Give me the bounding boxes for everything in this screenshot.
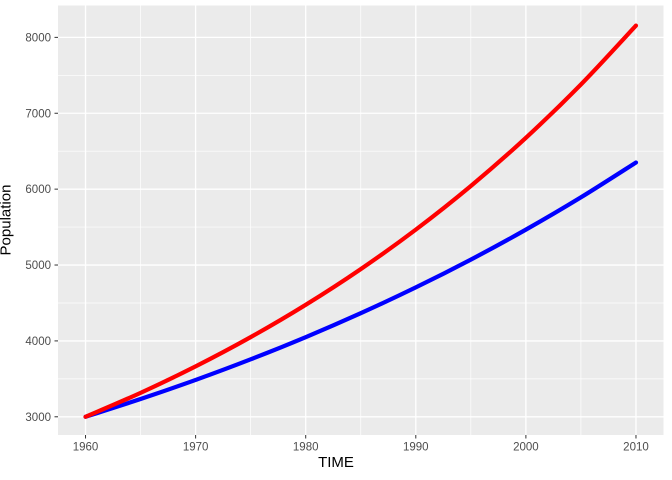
x-tick-label: 2000 bbox=[513, 442, 539, 454]
series-blue-line bbox=[83, 160, 639, 419]
y-axis-title: Population bbox=[0, 184, 15, 256]
x-tick-label: 1960 bbox=[73, 442, 99, 454]
y-tick-label: 8000 bbox=[25, 32, 51, 44]
x-axis-title: TIME bbox=[318, 454, 354, 471]
series-red-line bbox=[83, 23, 639, 419]
x-tick-label: 2010 bbox=[623, 442, 649, 454]
x-tick-label: 1970 bbox=[183, 442, 209, 454]
y-tick-label: 5000 bbox=[25, 260, 51, 272]
y-tick-label: 6000 bbox=[25, 184, 51, 196]
x-tick-label: 1990 bbox=[403, 442, 429, 454]
x-tick-label: 1980 bbox=[293, 442, 319, 454]
y-tick-label: 7000 bbox=[25, 108, 51, 120]
y-tick-label: 3000 bbox=[25, 412, 51, 424]
y-tick-label: 4000 bbox=[25, 336, 51, 348]
